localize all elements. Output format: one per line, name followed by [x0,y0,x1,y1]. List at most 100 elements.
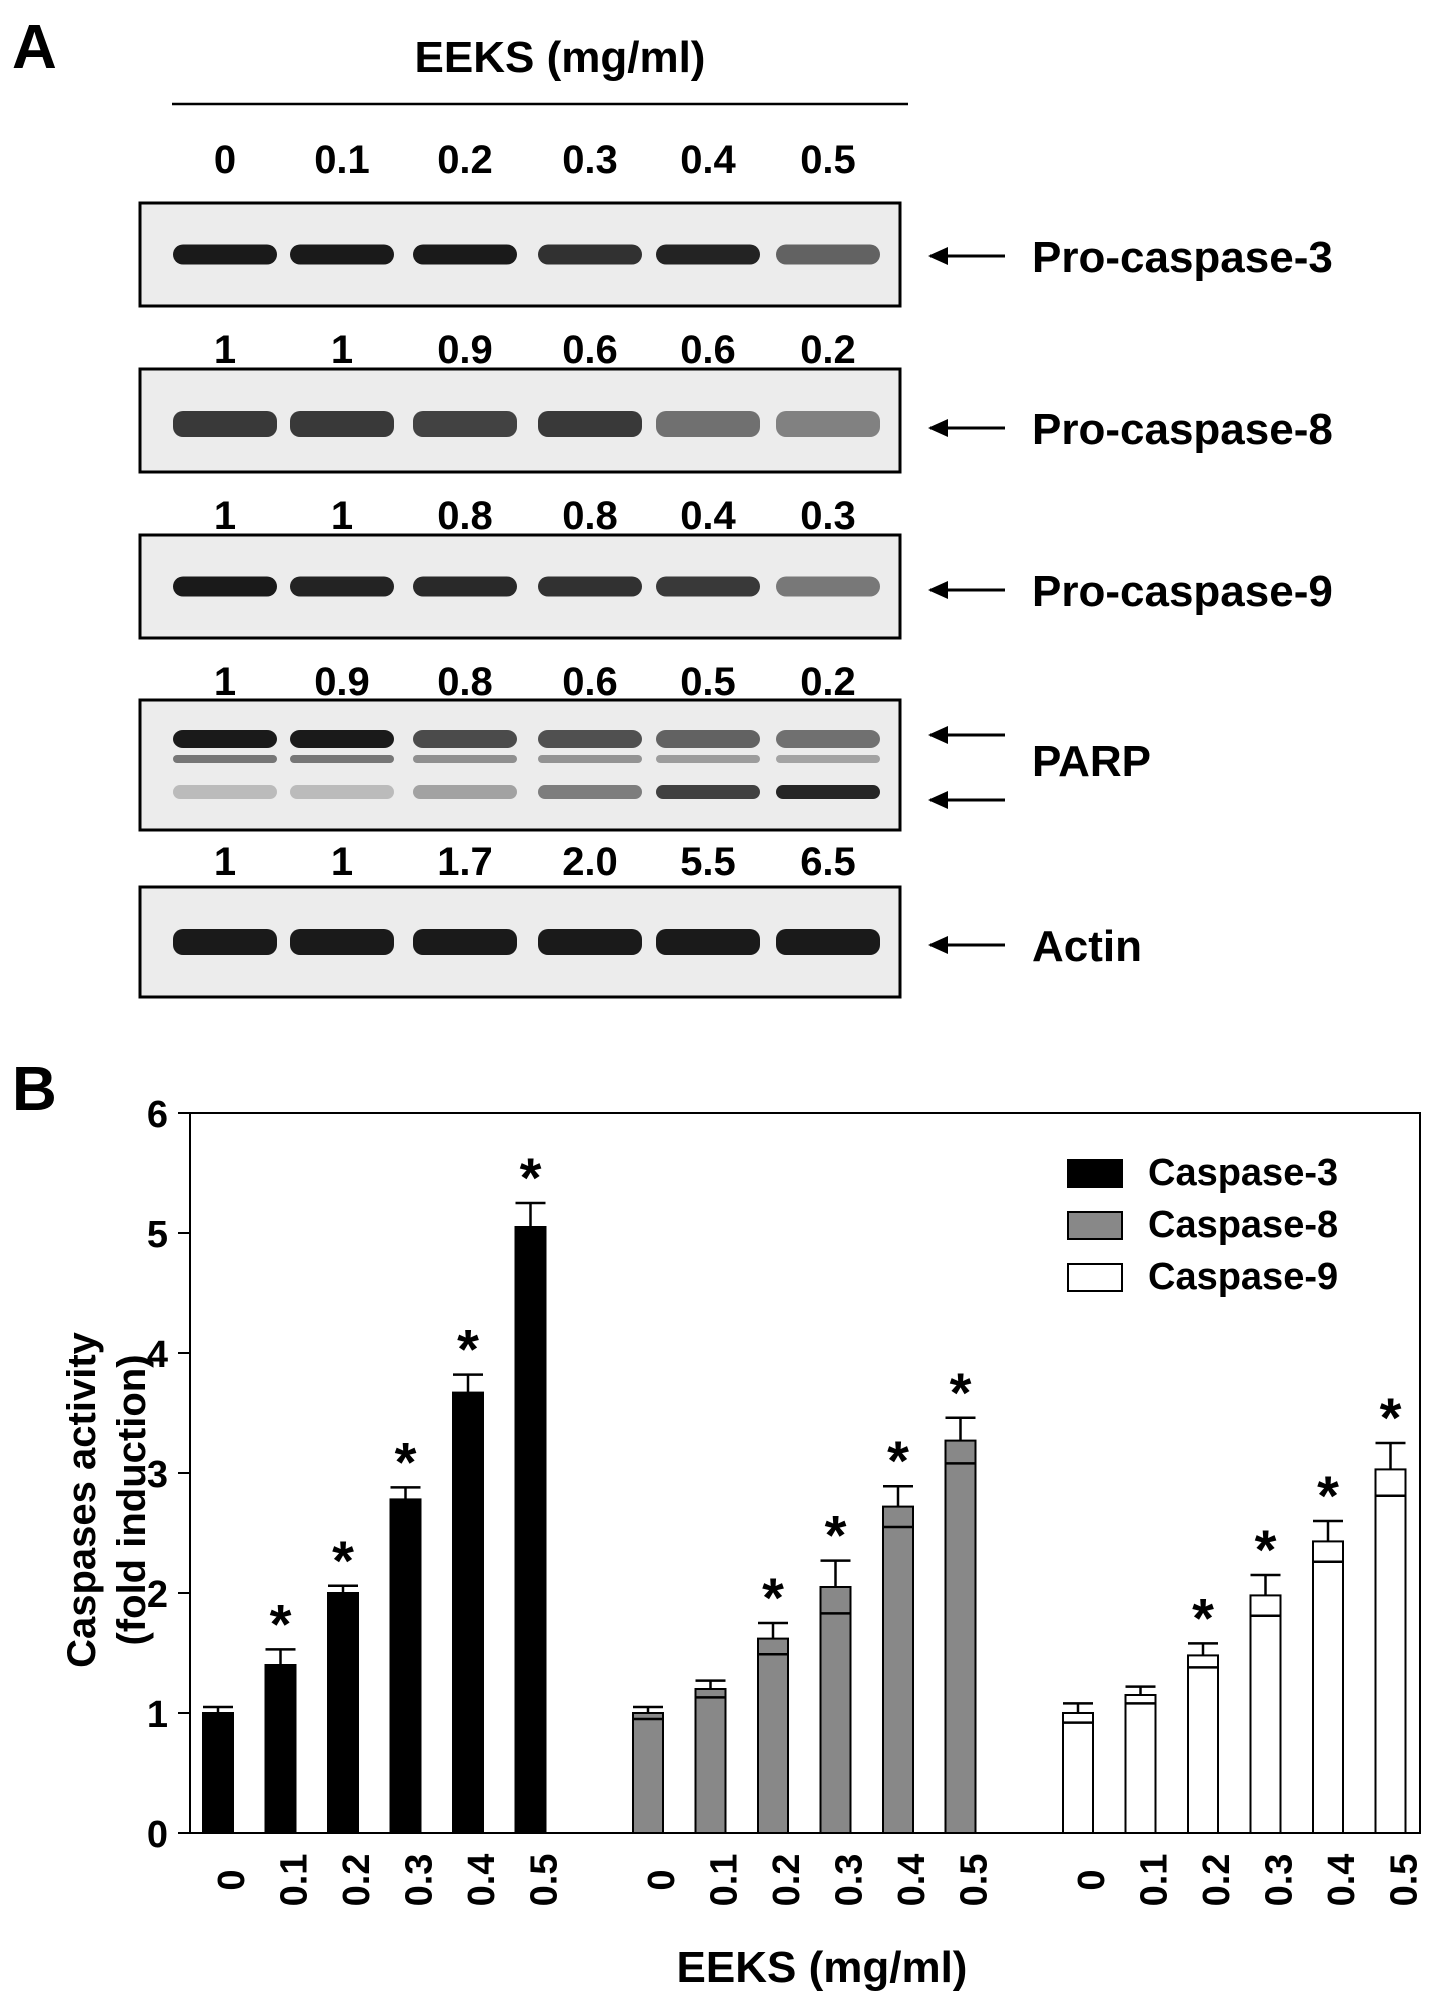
x-tick-label: 0.2 [1196,1854,1238,1907]
quant-value: 6.5 [800,840,856,884]
quant-value: 1 [331,840,353,884]
bar [327,1592,359,1834]
arrow-head [928,936,948,954]
x-tick-label: 0 [1071,1869,1113,1890]
band [776,730,880,748]
quant-value: 1.7 [437,840,493,884]
panel-a-header: EEKS (mg/ml) [415,33,706,82]
quant-value: 0.3 [800,494,856,538]
band-minor [538,755,642,763]
band-cleaved [173,785,277,799]
x-tick-label: 0.4 [1321,1854,1363,1907]
quant-value: 1 [214,494,236,538]
bar [389,1498,422,1835]
band [173,929,277,955]
x-tick-label: 0.5 [1384,1854,1426,1907]
quant-value: 1 [331,328,353,372]
quant-value: 0.6 [680,328,736,372]
legend-swatch [1067,1263,1123,1292]
legend-label: Caspase-8 [1148,1204,1338,1246]
bar [819,1586,852,1834]
bar [1249,1594,1282,1835]
dose-label: 0 [214,138,236,182]
band-cleaved [538,785,642,799]
x-tick-label: 0.5 [954,1854,996,1907]
blot-label: Actin [1032,922,1142,971]
quant-value: 0.2 [800,328,856,372]
band [538,576,642,597]
band [413,576,517,597]
band [538,730,642,748]
dose-label: 0.2 [437,138,493,182]
quant-value: 0.6 [562,660,618,704]
band-minor [413,755,517,763]
legend-swatch [1067,1159,1123,1188]
x-tick-label: 0.2 [336,1854,378,1907]
x-tick-label: 0.3 [399,1854,441,1907]
quant-value: 5.5 [680,840,736,884]
bar [1124,1694,1157,1834]
significance-star: * [1255,1518,1277,1581]
band [776,411,880,437]
quant-value: 0.5 [680,660,736,704]
band [290,244,394,265]
band [173,576,277,597]
bar [1374,1468,1407,1835]
bar [202,1712,234,1834]
legend-swatch [1067,1211,1123,1240]
quant-value: 0.4 [680,494,736,538]
x-tick-label: 0.3 [829,1854,871,1907]
series-caspase-8: * * * * [632,1361,977,1834]
arrow-head [928,791,948,809]
y-tick-label: 3 [147,1454,168,1496]
blot-label: Pro-caspase-8 [1032,405,1333,454]
blot-pro-caspase-3: Pro-caspase-3 [138,201,1333,308]
x-tick-label: 0.4 [891,1854,933,1907]
blot-frame [138,201,902,308]
dose-label: 0.5 [800,138,856,182]
quant-value: 0.8 [562,494,618,538]
band [656,576,760,597]
bar [757,1637,789,1834]
x-tick-label: 0.3 [1259,1854,1301,1907]
band [290,730,394,748]
significance-star: * [1317,1464,1339,1527]
bar [944,1439,977,1834]
blot-label: PARP [1032,737,1151,786]
blot-parp: PARP [138,698,1151,832]
dose-label: 0.3 [562,138,618,182]
legend: Caspase-3 Caspase-8 Caspase-9 [1067,1152,1338,1298]
dose-label: 0.4 [680,138,736,182]
x-tick-label: 0.5 [524,1854,566,1907]
band [173,730,277,748]
quant-value: 0.8 [437,494,493,538]
blot-label: Pro-caspase-3 [1032,233,1333,282]
significance-star: * [332,1529,354,1592]
y-tick-label: 2 [147,1574,168,1616]
significance-star: * [270,1592,292,1655]
panel-b-label: B [12,1055,57,1124]
arrow-head [928,726,948,744]
blot-pro-caspase-8: Pro-caspase-8 [138,367,1333,474]
quant-value: 1 [214,328,236,372]
quant-value: 2.0 [562,840,618,884]
band [413,411,517,437]
bar [1187,1654,1219,1835]
band [413,929,517,955]
bar [264,1664,297,1834]
significance-star: * [520,1146,542,1209]
x-axis-label: EEKS (mg/ml) [677,1943,968,1992]
arrow-head [928,247,948,265]
quant-value: 0.2 [800,660,856,704]
y-tick-label: 0 [147,1814,168,1856]
bar [694,1688,727,1834]
band [538,244,642,265]
blot-frame [138,698,902,832]
band [173,244,277,265]
dose-label: 0.1 [314,138,370,182]
x-tick-label: 0.1 [704,1854,746,1907]
band [538,929,642,955]
bar [1312,1540,1344,1835]
